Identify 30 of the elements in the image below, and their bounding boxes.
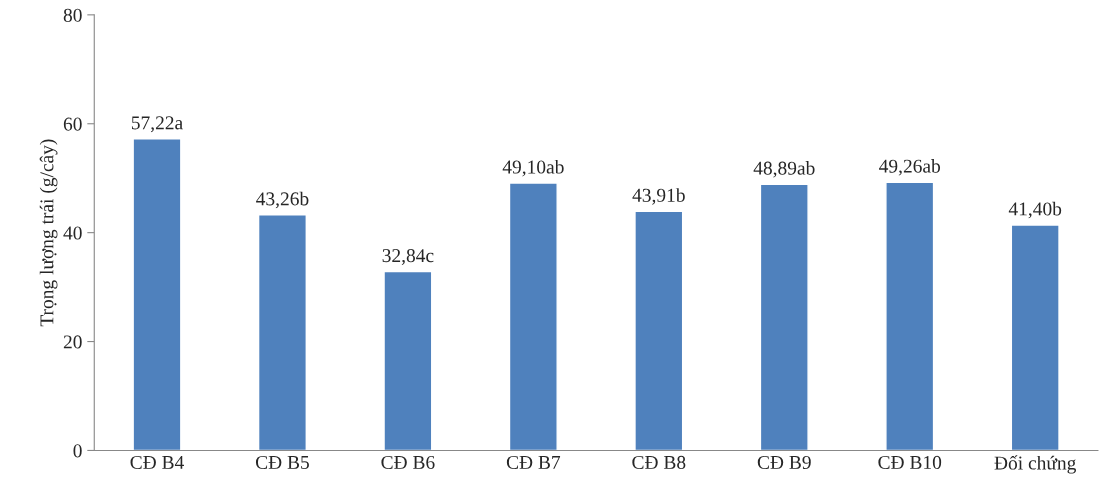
x-tick-label: CĐ B7 (506, 455, 561, 469)
data-label: 43,91b (632, 188, 685, 205)
x-tick-label: CĐ B4 (130, 455, 184, 469)
data-label: 57,22a (131, 116, 183, 133)
x-tick-label: CĐ B10 (878, 455, 942, 469)
data-label: 49,26ab (879, 159, 941, 176)
bar (383, 270, 433, 451)
y-axis-title: Trọng lượng trái (g/cây) (39, 139, 58, 327)
bar (1010, 224, 1060, 451)
y-tick-label: 60 (63, 117, 82, 131)
bar (885, 181, 935, 451)
bar (257, 214, 307, 451)
y-tick-label: 20 (63, 335, 82, 349)
bar (634, 210, 684, 451)
data-label: 41,40b (1008, 201, 1062, 219)
x-tick-label: CĐ B6 (381, 455, 435, 469)
data-label: 48,89ab (753, 161, 815, 178)
x-tick-label: CĐ B8 (632, 455, 686, 469)
y-tick-label: 40 (63, 226, 82, 240)
y-tick-label: 80 (63, 8, 82, 22)
y-tick-label: 0 (73, 444, 82, 458)
data-label: 49,10ab (502, 159, 564, 177)
bar (759, 183, 809, 451)
x-tick-label: Đối chứng (994, 455, 1076, 474)
x-tick-label: CĐ B5 (255, 455, 309, 469)
data-label: 43,26b (256, 191, 309, 209)
bar (132, 138, 182, 451)
data-label: 32,84c (382, 249, 434, 265)
bar (508, 182, 558, 451)
x-tick-label: CĐ B9 (757, 455, 811, 469)
